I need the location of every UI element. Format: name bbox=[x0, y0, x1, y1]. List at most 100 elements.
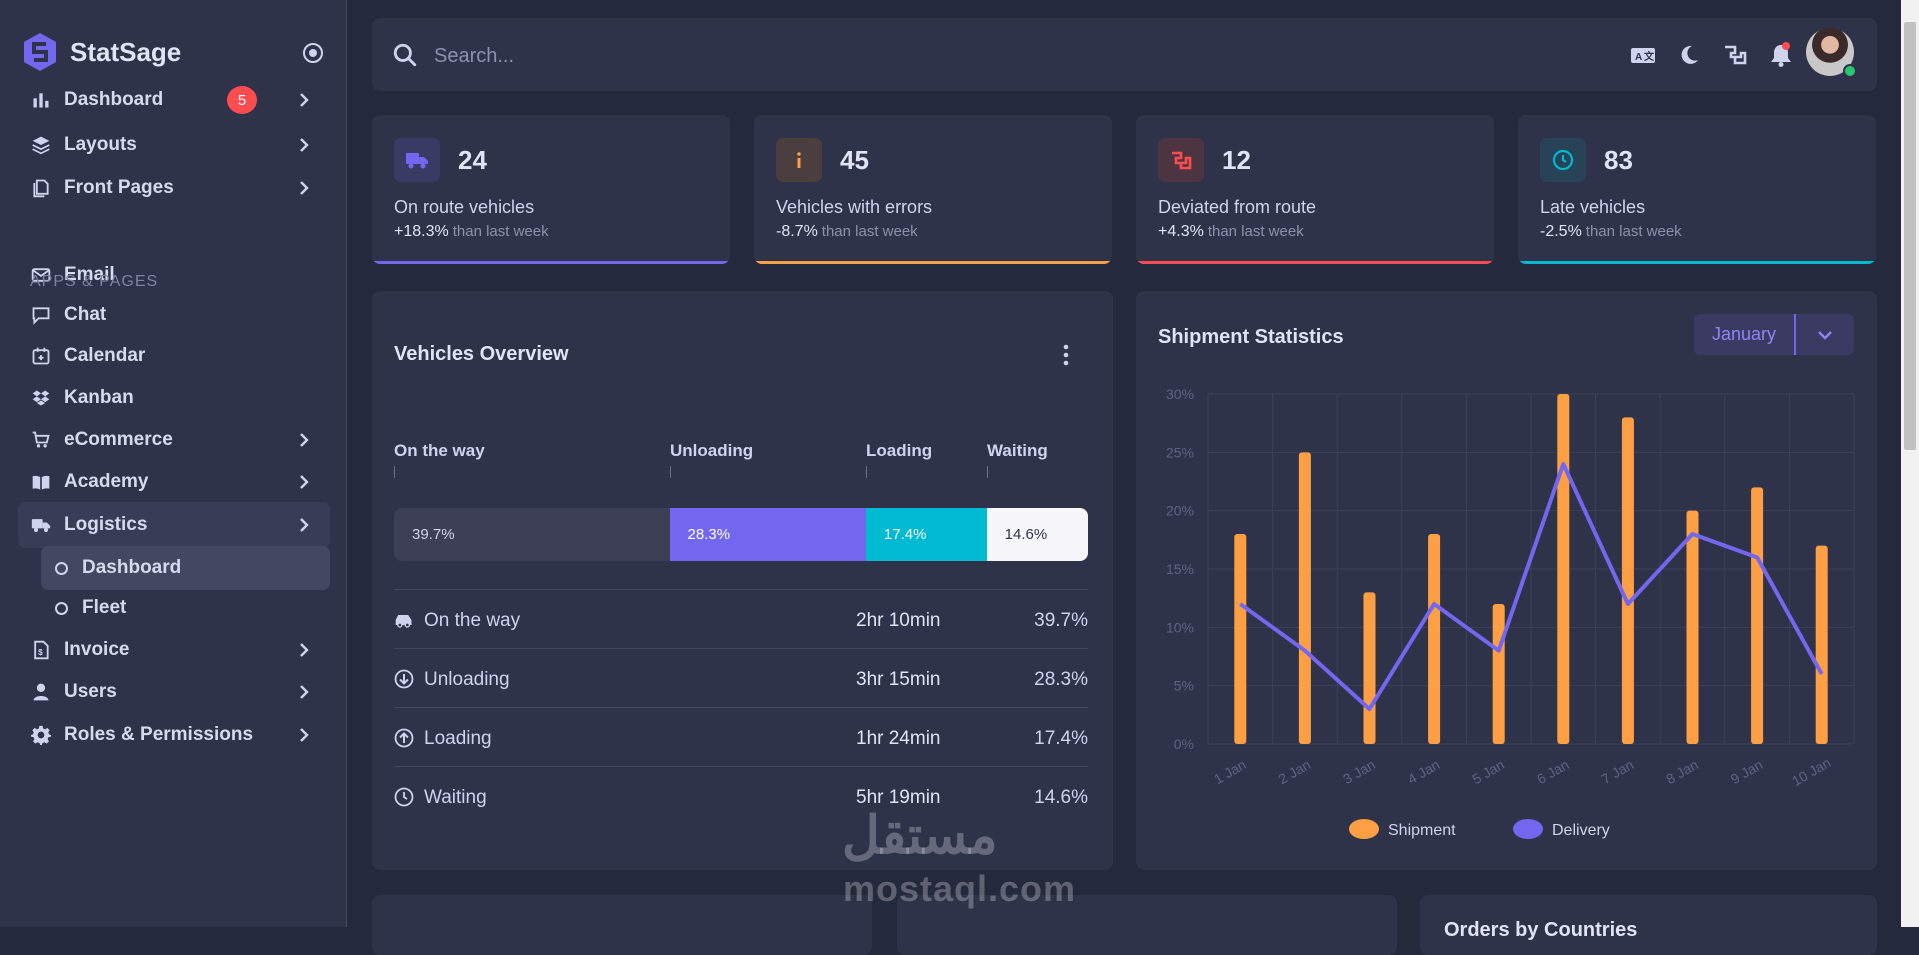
section-label-apps-pages: APPS & PAGES bbox=[30, 273, 158, 291]
chart-legend-label: Shipment bbox=[1388, 822, 1456, 839]
vehicles-row-percent: 14.6% bbox=[1034, 787, 1088, 809]
chart-legend-label: Delivery bbox=[1552, 822, 1610, 839]
sidebar-item-academy[interactable]: Academy bbox=[18, 459, 330, 505]
stat-change-caption: than last week bbox=[1586, 223, 1682, 240]
vehicles-row-name: Loading bbox=[424, 728, 492, 750]
sidebar-item-invoice[interactable]: $Invoice bbox=[18, 627, 330, 673]
sidebar-item-label: Kanban bbox=[64, 387, 134, 409]
stat-change-caption: than last week bbox=[1208, 223, 1304, 240]
svg-text:A: A bbox=[1635, 52, 1642, 63]
chart-x-tick-label: 3 Jan bbox=[1340, 756, 1378, 787]
vehicles-row-time: 5hr 19min bbox=[856, 787, 941, 809]
brand-name: StatSage bbox=[70, 37, 181, 68]
page-scrollbar[interactable] bbox=[1901, 0, 1919, 927]
chart-y-tick-label: 30% bbox=[1166, 386, 1194, 402]
truck-icon bbox=[30, 514, 52, 536]
vehicles-row-time: 1hr 24min bbox=[856, 728, 941, 750]
sidebar-item-label: Dashboard bbox=[64, 89, 163, 111]
chart-x-tick-label: 9 Jan bbox=[1728, 756, 1766, 787]
sidebar-subitem-label: Dashboard bbox=[82, 557, 181, 579]
sidebar-item-label: eCommerce bbox=[64, 429, 173, 451]
chevron-right-icon bbox=[294, 725, 314, 745]
clock-icon bbox=[394, 787, 416, 809]
sidebar-item-kanban[interactable]: Kanban bbox=[18, 375, 330, 421]
stat-change: +18.3%than last week bbox=[394, 223, 549, 241]
shortcuts-icon[interactable] bbox=[1722, 42, 1748, 68]
scrollbar-thumb[interactable] bbox=[1904, 22, 1916, 450]
stat-title: On route vehicles bbox=[394, 197, 534, 218]
chart-bar-icon bbox=[30, 89, 52, 111]
sidebar-item-layouts[interactable]: Layouts bbox=[18, 122, 330, 168]
stat-change-caption: than last week bbox=[822, 223, 918, 240]
bottom-card-1 bbox=[372, 895, 872, 955]
vehicles-row-percent: 39.7% bbox=[1034, 610, 1088, 632]
calendar-icon bbox=[30, 345, 52, 367]
route-icon bbox=[1158, 138, 1204, 182]
stat-accent-bar bbox=[1136, 261, 1494, 264]
stat-value: 45 bbox=[840, 145, 869, 176]
vehicles-column-tick bbox=[394, 466, 395, 478]
vehicles-overview-title: Vehicles Overview bbox=[394, 343, 569, 366]
sidebar-item-label: Logistics bbox=[64, 514, 147, 536]
sidebar-item-label: Roles & Permissions bbox=[64, 724, 253, 746]
stat-change: -2.5%than last week bbox=[1540, 223, 1682, 241]
chart-x-tick-label: 7 Jan bbox=[1599, 756, 1637, 787]
chart-x-tick-label: 10 Jan bbox=[1789, 754, 1833, 789]
sidebar-item-label: Chat bbox=[64, 304, 106, 326]
car-icon bbox=[394, 610, 416, 632]
chart-bar bbox=[1493, 604, 1505, 744]
sidebar-item-roles-permissions[interactable]: Roles & Permissions bbox=[18, 712, 330, 758]
search-icon[interactable] bbox=[392, 42, 418, 68]
sidebar-item-label: Front Pages bbox=[64, 177, 174, 199]
chart-x-tick-label: 8 Jan bbox=[1663, 756, 1701, 787]
vehicles-column-label: On the way bbox=[394, 441, 485, 461]
stat-change-value: +4.3% bbox=[1158, 223, 1204, 240]
vehicles-progress-bar: 39.7%28.3%17.4%14.6% bbox=[394, 508, 1088, 561]
brand[interactable]: StatSage bbox=[22, 32, 181, 72]
sidebar-item-chat[interactable]: Chat bbox=[18, 292, 330, 338]
svg-text:$: $ bbox=[38, 647, 43, 657]
moon-icon[interactable] bbox=[1676, 42, 1702, 68]
chart-bar bbox=[1234, 534, 1246, 744]
circle-icon bbox=[55, 562, 68, 575]
layers-icon bbox=[30, 134, 52, 156]
gear-icon bbox=[30, 724, 52, 746]
chart-bar bbox=[1751, 487, 1763, 744]
vehicles-column-label: Loading bbox=[866, 441, 932, 461]
truck-icon bbox=[394, 138, 440, 182]
vehicles-row-name: Waiting bbox=[424, 787, 487, 809]
arrow-up-circle-icon bbox=[394, 728, 416, 750]
sidebar-subitem-fleet[interactable]: Fleet bbox=[41, 586, 330, 630]
stat-value: 83 bbox=[1604, 145, 1633, 176]
stat-title: Late vehicles bbox=[1540, 197, 1645, 218]
more-options-icon[interactable] bbox=[1063, 344, 1069, 366]
bell-icon[interactable] bbox=[1768, 42, 1794, 68]
sidebar-item-ecommerce[interactable]: eCommerce bbox=[18, 417, 330, 463]
chevron-right-icon bbox=[294, 682, 314, 702]
sidebar-item-users[interactable]: Users bbox=[18, 669, 330, 715]
chart-bar bbox=[1816, 546, 1828, 744]
message-icon bbox=[30, 304, 52, 326]
sidebar-subitem-dashboard[interactable]: Dashboard bbox=[41, 546, 330, 590]
sidebar-item-logistics[interactable]: Logistics bbox=[18, 502, 330, 548]
search-input[interactable] bbox=[432, 38, 1036, 74]
sidebar-item-label: Calendar bbox=[64, 345, 145, 367]
chevron-right-icon bbox=[294, 430, 314, 450]
sidebar-item-calendar[interactable]: Calendar bbox=[18, 333, 330, 379]
chevron-right-icon bbox=[294, 178, 314, 198]
chart-y-tick-label: 5% bbox=[1174, 678, 1194, 694]
chart-x-tick-label: 4 Jan bbox=[1405, 756, 1443, 787]
stat-change-value: +18.3% bbox=[394, 223, 449, 240]
vehicles-column-tick bbox=[987, 466, 988, 478]
sidebar-pin-toggle[interactable] bbox=[303, 43, 323, 63]
sidebar-item-front-pages[interactable]: Front Pages bbox=[18, 165, 330, 211]
stat-change-value: -8.7% bbox=[776, 223, 818, 240]
vehicles-progress-segment: 39.7% bbox=[394, 508, 670, 561]
